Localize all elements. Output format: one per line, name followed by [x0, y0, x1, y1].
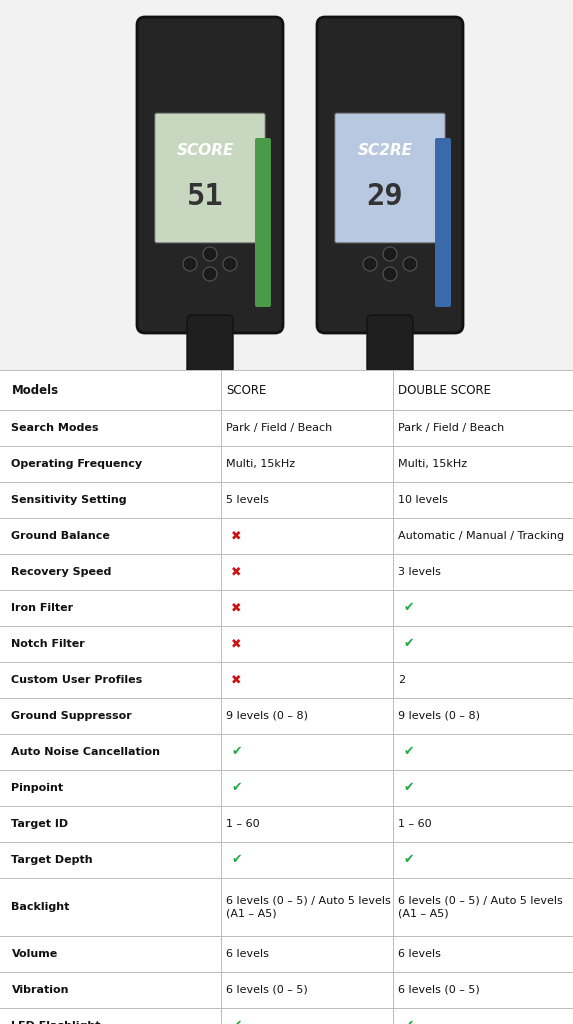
- Text: ✖: ✖: [231, 565, 242, 579]
- Text: 9 levels (0 – 8): 9 levels (0 – 8): [226, 711, 308, 721]
- Text: Operating Frequency: Operating Frequency: [11, 459, 143, 469]
- Text: 6 levels (0 – 5): 6 levels (0 – 5): [398, 985, 480, 995]
- Bar: [0, 734, 573, 770]
- Bar: [0, 806, 573, 842]
- Circle shape: [383, 267, 397, 281]
- Bar: [0, 626, 573, 662]
- Circle shape: [383, 247, 397, 261]
- Bar: [0, 410, 573, 446]
- Text: SCORE: SCORE: [226, 384, 266, 396]
- Text: ✔: ✔: [403, 638, 414, 650]
- Text: Target Depth: Target Depth: [11, 855, 93, 865]
- Text: Volume: Volume: [11, 949, 58, 959]
- Text: Search Modes: Search Modes: [11, 423, 99, 433]
- Text: Vibration: Vibration: [11, 985, 69, 995]
- Text: Park / Field / Beach: Park / Field / Beach: [398, 423, 504, 433]
- Text: LED Flashlight: LED Flashlight: [11, 1021, 101, 1024]
- Text: ✔: ✔: [231, 745, 242, 759]
- Text: ✔: ✔: [403, 745, 414, 759]
- Text: 2: 2: [398, 675, 405, 685]
- FancyBboxPatch shape: [187, 315, 233, 380]
- Text: 6 levels (0 – 5) / Auto 5 levels
(A1 – A5): 6 levels (0 – 5) / Auto 5 levels (A1 – A…: [398, 896, 563, 919]
- Text: 1 – 60: 1 – 60: [398, 819, 432, 829]
- Text: 10 levels: 10 levels: [398, 495, 448, 505]
- Text: 6 levels: 6 levels: [226, 949, 269, 959]
- Text: Backlight: Backlight: [11, 902, 70, 912]
- Text: Recovery Speed: Recovery Speed: [11, 567, 112, 577]
- Text: Park / Field / Beach: Park / Field / Beach: [226, 423, 332, 433]
- FancyBboxPatch shape: [155, 113, 265, 243]
- Bar: [0, 662, 573, 698]
- Text: ✔: ✔: [403, 853, 414, 866]
- Text: 9 levels (0 – 8): 9 levels (0 – 8): [398, 711, 480, 721]
- Text: 1 – 60: 1 – 60: [226, 819, 260, 829]
- Text: SC2RE: SC2RE: [358, 142, 413, 158]
- Text: ✔: ✔: [403, 781, 414, 795]
- Text: Automatic / Manual / Tracking: Automatic / Manual / Tracking: [398, 531, 564, 541]
- Text: Custom User Profiles: Custom User Profiles: [11, 675, 143, 685]
- Bar: [0, 878, 573, 936]
- Circle shape: [363, 257, 377, 271]
- Circle shape: [203, 247, 217, 261]
- FancyBboxPatch shape: [367, 315, 413, 380]
- Bar: [0, 482, 573, 518]
- Bar: [0, 842, 573, 878]
- Text: ✔: ✔: [403, 601, 414, 614]
- Text: ✖: ✖: [231, 601, 242, 614]
- Text: ✖: ✖: [231, 638, 242, 650]
- Text: Ground Balance: Ground Balance: [11, 531, 111, 541]
- FancyBboxPatch shape: [317, 17, 463, 333]
- Text: ✔: ✔: [231, 781, 242, 795]
- Text: 5 levels: 5 levels: [226, 495, 269, 505]
- FancyBboxPatch shape: [435, 138, 451, 307]
- Text: DOUBLE SCORE: DOUBLE SCORE: [398, 384, 491, 396]
- Bar: [0, 446, 573, 482]
- Text: Models: Models: [11, 384, 58, 396]
- Text: 6 levels: 6 levels: [398, 949, 441, 959]
- Text: Multi, 15kHz: Multi, 15kHz: [398, 459, 468, 469]
- Text: SCORE: SCORE: [176, 142, 234, 158]
- Bar: [0, 518, 573, 554]
- Text: ✖: ✖: [231, 529, 242, 543]
- Text: Iron Filter: Iron Filter: [11, 603, 73, 613]
- Bar: [0, 972, 573, 1008]
- Text: ✖: ✖: [231, 674, 242, 686]
- FancyBboxPatch shape: [137, 17, 283, 333]
- Bar: [0, 370, 573, 410]
- Bar: [0, 1008, 573, 1024]
- Text: Pinpoint: Pinpoint: [11, 783, 64, 793]
- Circle shape: [203, 267, 217, 281]
- Text: 6 levels (0 – 5): 6 levels (0 – 5): [226, 985, 308, 995]
- Text: ✔: ✔: [403, 1020, 414, 1024]
- Bar: [0, 554, 573, 590]
- Text: 3 levels: 3 levels: [398, 567, 441, 577]
- Text: 51: 51: [187, 182, 223, 211]
- Text: ✔: ✔: [231, 853, 242, 866]
- Text: Sensitivity Setting: Sensitivity Setting: [11, 495, 127, 505]
- Text: Ground Suppressor: Ground Suppressor: [11, 711, 132, 721]
- Text: ✔: ✔: [231, 1020, 242, 1024]
- Text: 6 levels (0 – 5) / Auto 5 levels
(A1 – A5): 6 levels (0 – 5) / Auto 5 levels (A1 – A…: [226, 896, 391, 919]
- Bar: [0, 698, 573, 734]
- Text: Auto Noise Cancellation: Auto Noise Cancellation: [11, 746, 160, 757]
- Circle shape: [183, 257, 197, 271]
- Circle shape: [223, 257, 237, 271]
- Text: Multi, 15kHz: Multi, 15kHz: [226, 459, 296, 469]
- FancyBboxPatch shape: [255, 138, 271, 307]
- Bar: [0, 590, 573, 626]
- Bar: [0, 936, 573, 972]
- Circle shape: [403, 257, 417, 271]
- FancyBboxPatch shape: [335, 113, 445, 243]
- Text: Target ID: Target ID: [11, 819, 69, 829]
- Text: Notch Filter: Notch Filter: [11, 639, 85, 649]
- Text: 29: 29: [367, 182, 403, 211]
- Bar: [0, 770, 573, 806]
